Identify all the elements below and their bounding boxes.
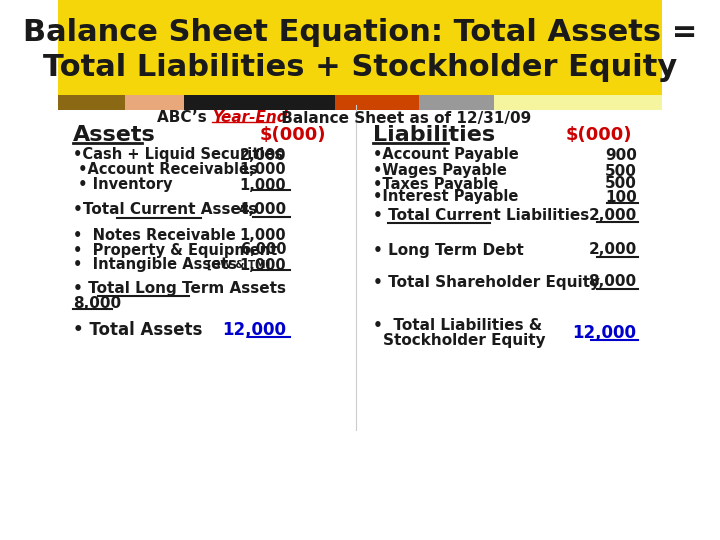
Text: 8,000: 8,000 xyxy=(73,295,122,310)
Text: Assets: Assets xyxy=(73,125,156,145)
Text: •  Notes Receivable: • Notes Receivable xyxy=(73,227,236,242)
Text: 1,000: 1,000 xyxy=(240,178,287,192)
Text: 2,000: 2,000 xyxy=(588,242,636,258)
Text: • Total Shareholder Equity: • Total Shareholder Equity xyxy=(372,274,600,289)
Text: 500: 500 xyxy=(605,177,636,192)
Text: •Total Current Assets: •Total Current Assets xyxy=(73,202,258,218)
Text: •Account Payable: •Account Payable xyxy=(372,147,518,163)
Text: •  Intangible Assets: • Intangible Assets xyxy=(73,258,243,273)
FancyBboxPatch shape xyxy=(494,95,662,110)
Text: $(000): $(000) xyxy=(259,126,326,144)
FancyBboxPatch shape xyxy=(184,95,335,110)
FancyBboxPatch shape xyxy=(125,95,184,110)
Text: • Inventory: • Inventory xyxy=(73,178,173,192)
Text: Stockholder Equity: Stockholder Equity xyxy=(382,333,545,348)
Text: ABC’s: ABC’s xyxy=(157,111,212,125)
Text: 1,000: 1,000 xyxy=(240,258,287,273)
Text: Year-End: Year-End xyxy=(212,111,287,125)
Text: 12,000: 12,000 xyxy=(222,321,287,339)
Text: • Total Assets: • Total Assets xyxy=(73,321,202,339)
Text: •  Property & Equipment: • Property & Equipment xyxy=(73,242,277,258)
Text: •Account Receivables: •Account Receivables xyxy=(73,163,258,178)
Text: •Wages Payable: •Wages Payable xyxy=(372,164,506,179)
Text: •Taxes Payable: •Taxes Payable xyxy=(372,177,498,192)
Text: 2,000: 2,000 xyxy=(588,207,636,222)
Text: •  Total Liabilities &: • Total Liabilities & xyxy=(372,318,541,333)
Text: 2,000: 2,000 xyxy=(240,147,287,163)
Text: 12,000: 12,000 xyxy=(572,324,636,342)
Text: 900: 900 xyxy=(605,147,636,163)
Text: •Interest Payable: •Interest Payable xyxy=(372,190,518,205)
Text: • Total Current Liabilities: • Total Current Liabilities xyxy=(372,207,589,222)
Text: 100: 100 xyxy=(605,190,636,205)
Text: 1,000: 1,000 xyxy=(240,163,287,178)
Text: • Long Term Debt: • Long Term Debt xyxy=(372,242,523,258)
FancyBboxPatch shape xyxy=(58,110,662,540)
Text: Liabilities: Liabilities xyxy=(372,125,495,145)
Text: 1,000: 1,000 xyxy=(240,227,287,242)
Text: •Cash + Liquid Securities: •Cash + Liquid Securities xyxy=(73,147,284,163)
Text: 500: 500 xyxy=(605,164,636,179)
Text: • Total Long Term Assets: • Total Long Term Assets xyxy=(73,280,287,295)
Text: 8,000: 8,000 xyxy=(588,274,636,289)
Text: [GW & TM]: [GW & TM] xyxy=(207,260,271,270)
FancyBboxPatch shape xyxy=(58,0,662,100)
FancyBboxPatch shape xyxy=(58,95,125,110)
Text: 6,000: 6,000 xyxy=(240,242,287,258)
Text: $(000): $(000) xyxy=(566,126,632,144)
Text: 4,000: 4,000 xyxy=(238,202,287,218)
Text: Balance Sheet Equation: Total Assets =
Total Liabilities + Stockholder Equity: Balance Sheet Equation: Total Assets = T… xyxy=(23,17,697,83)
FancyBboxPatch shape xyxy=(335,95,419,110)
Text: Balance Sheet as of 12/31/09: Balance Sheet as of 12/31/09 xyxy=(276,111,531,125)
FancyBboxPatch shape xyxy=(419,95,494,110)
